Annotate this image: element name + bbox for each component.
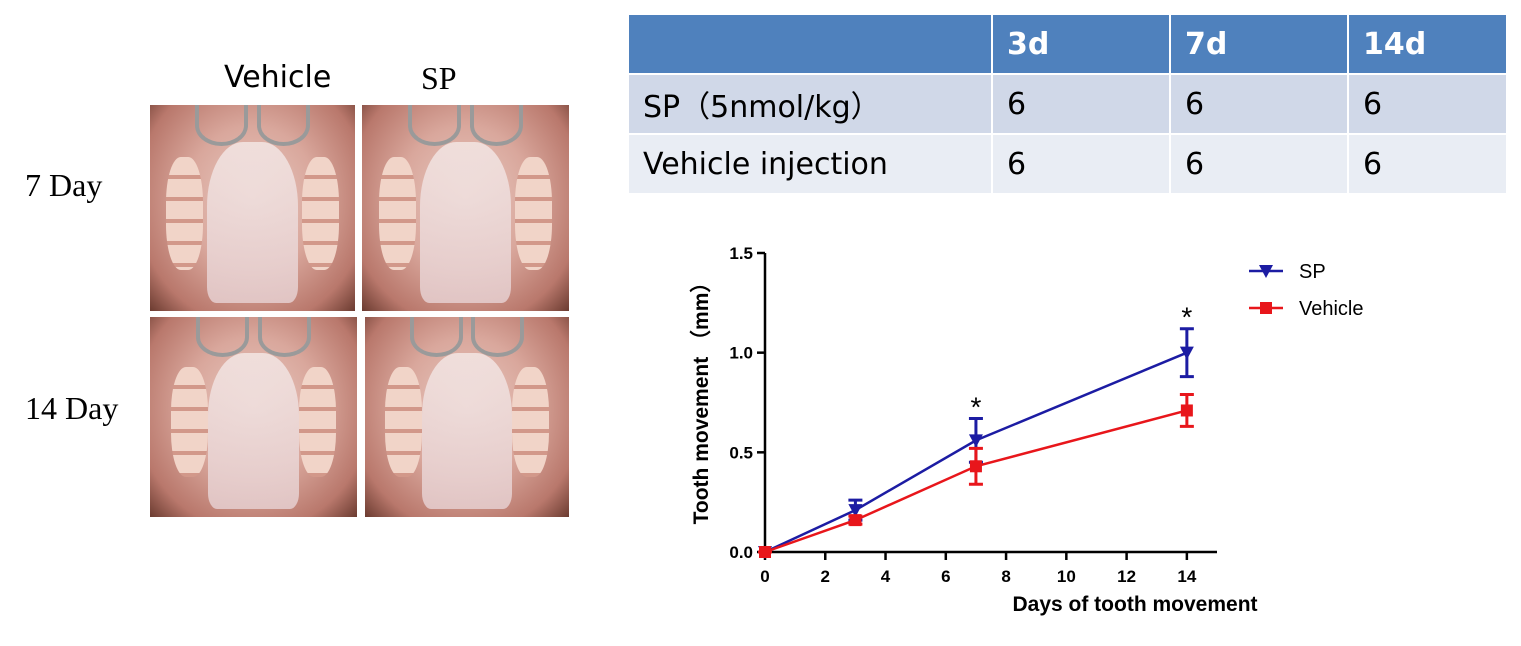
line	[764, 409, 1188, 554]
marker	[968, 434, 983, 448]
photo	[365, 317, 569, 517]
cell: 6	[991, 73, 1171, 135]
y-axis-label: Tooth movement （mm）	[689, 272, 713, 525]
row-label: Vehicle injection	[627, 133, 993, 195]
photo	[150, 105, 355, 311]
y-tick-label: 1.5	[729, 244, 753, 263]
legend-label: Vehicle	[1299, 298, 1364, 320]
marker	[1180, 404, 1193, 417]
photo	[362, 105, 569, 311]
photo-column-label: Vehicle	[224, 60, 332, 95]
line	[764, 351, 1188, 554]
marker	[848, 504, 863, 518]
cell: 6	[1169, 73, 1349, 135]
marker	[1260, 302, 1272, 314]
photo-column-label: SP	[421, 60, 457, 96]
legend-label: SP	[1299, 261, 1326, 283]
x-tick-label: 4	[881, 567, 891, 586]
x-axis-label: Days of tooth movement	[1012, 593, 1257, 616]
table: 3d 7d 14d SP（5nmol/kg） 6 6 6 Vehicle injectio…	[627, 13, 1508, 195]
x-tick-label: 2	[821, 567, 830, 586]
annotation: *	[970, 391, 981, 422]
photo-row-label: 7 Day	[25, 167, 103, 203]
row-label: SP（5nmol/kg）	[627, 73, 993, 135]
cell: 6	[991, 133, 1171, 195]
header-cell	[627, 13, 993, 75]
annotation: *	[1181, 302, 1192, 333]
marker	[1179, 346, 1194, 360]
photo-row-label: 14 Day	[25, 390, 119, 426]
header-cell: 14d	[1347, 13, 1508, 75]
cell: 6	[1169, 133, 1349, 195]
y-tick-label: 0.0	[729, 543, 753, 562]
y-tick-label: 1.0	[729, 344, 753, 363]
x-tick-label: 10	[1057, 567, 1076, 586]
x-tick-label: 8	[1001, 567, 1010, 586]
cell: 6	[1347, 73, 1508, 135]
x-tick-label: 0	[760, 567, 769, 586]
marker	[849, 514, 862, 527]
header-cell: 3d	[991, 13, 1171, 75]
x-tick-label: 12	[1117, 567, 1136, 586]
cell: 6	[1347, 133, 1508, 195]
header-cell: 7d	[1169, 13, 1349, 75]
marker	[759, 546, 771, 558]
x-tick-label: 6	[941, 567, 950, 586]
photo	[150, 317, 357, 517]
x-tick-label: 14	[1177, 567, 1196, 586]
marker	[969, 460, 982, 473]
y-tick-label: 0.5	[729, 443, 753, 462]
marker	[1259, 265, 1273, 278]
